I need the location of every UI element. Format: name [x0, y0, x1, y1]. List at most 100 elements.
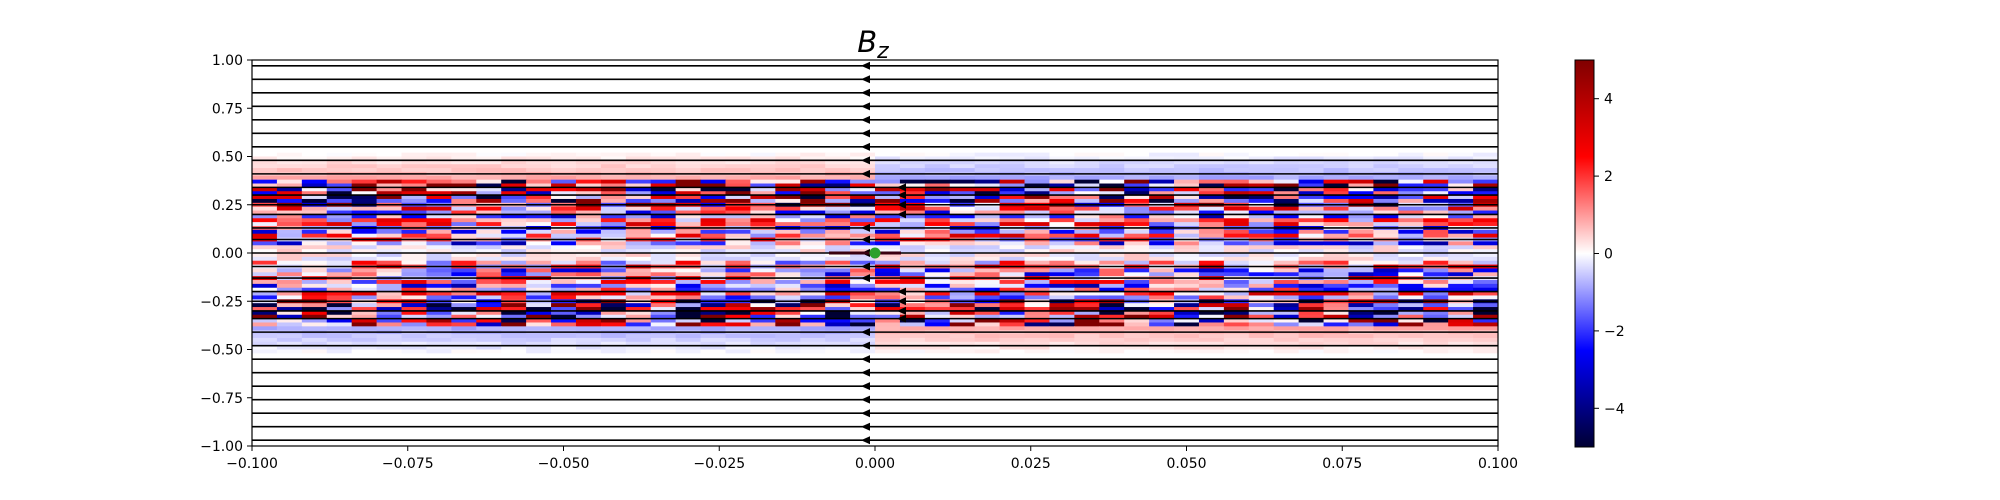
heatmap-cell	[401, 430, 428, 436]
heatmap-cell	[501, 249, 527, 254]
heatmap-cell	[526, 430, 552, 436]
heatmap-cell	[1323, 110, 1350, 115]
heatmap-cell	[451, 133, 477, 138]
heatmap-cell	[1074, 361, 1100, 366]
heatmap-cell	[1099, 388, 1125, 393]
heatmap-cell	[426, 318, 452, 324]
heatmap-cell	[974, 129, 1001, 134]
heatmap-cell	[1198, 183, 1225, 188]
heatmap-cell	[1473, 133, 1498, 138]
heatmap-cell	[875, 183, 901, 188]
heatmap-cell	[725, 148, 751, 154]
heatmap-cell	[451, 191, 477, 196]
heatmap-cell	[924, 137, 951, 142]
heatmap-cell	[575, 349, 602, 354]
heatmap-cell	[301, 121, 328, 127]
heatmap-cell	[1049, 75, 1075, 80]
heatmap-cell	[1223, 430, 1250, 436]
heatmap-cell	[575, 341, 602, 347]
heatmap-cell	[1248, 426, 1275, 432]
heatmap-cell	[252, 214, 278, 219]
heatmap-cell	[775, 94, 801, 100]
heatmap-cell	[575, 291, 602, 297]
heatmap-cell	[625, 229, 652, 235]
heatmap-cell	[1473, 418, 1498, 424]
heatmap-cell	[1074, 364, 1100, 370]
heatmap-cell	[825, 295, 851, 300]
heatmap-cell	[1423, 256, 1449, 262]
heatmap-cell	[252, 337, 278, 343]
heatmap-cell	[301, 272, 328, 277]
heatmap-cell	[974, 399, 1001, 405]
heatmap-cell	[476, 75, 502, 80]
heatmap-cell	[1198, 314, 1225, 320]
heatmap-cell	[401, 175, 428, 181]
heatmap-cell	[1448, 376, 1474, 381]
heatmap-cell	[625, 183, 652, 188]
heatmap-cell	[1298, 102, 1325, 107]
heatmap-cell	[700, 380, 727, 385]
heatmap-cell	[526, 272, 552, 277]
heatmap-cell	[675, 376, 702, 381]
heatmap-cell	[1223, 141, 1250, 146]
heatmap-cell	[825, 318, 851, 324]
heatmap-cell	[1323, 241, 1350, 246]
heatmap-cell	[1323, 156, 1350, 161]
heatmap-cell	[276, 295, 303, 300]
heatmap-cell	[1074, 307, 1100, 312]
heatmap-cell	[875, 168, 901, 173]
heatmap-cell	[675, 283, 702, 289]
heatmap-cell	[949, 272, 976, 277]
heatmap-cell	[1149, 376, 1175, 381]
heatmap-cell	[326, 191, 353, 196]
heatmap-cell	[850, 403, 876, 408]
heatmap-cell	[700, 326, 727, 331]
heatmap-cell	[924, 368, 951, 374]
heatmap-cell	[376, 287, 403, 293]
heatmap-cell	[750, 160, 776, 165]
heatmap-cell	[1074, 175, 1100, 181]
heatmap-cell	[252, 388, 278, 393]
heatmap-cell	[700, 110, 727, 115]
heatmap-cell	[1298, 418, 1325, 424]
heatmap-cell	[850, 256, 876, 262]
heatmap-cell	[775, 337, 801, 343]
heatmap-cell	[1099, 67, 1125, 73]
heatmap-cell	[800, 133, 826, 138]
heatmap-cell	[924, 380, 951, 385]
heatmap-cell	[501, 368, 527, 374]
heatmap-cell	[1024, 245, 1051, 250]
heatmap-cell	[825, 291, 851, 297]
heatmap-cell	[825, 187, 851, 192]
heatmap-cell	[1473, 229, 1498, 235]
heatmap-cell	[999, 307, 1026, 312]
heatmap-cell	[501, 222, 527, 227]
heatmap-cell	[301, 314, 328, 320]
heatmap-cell	[850, 287, 876, 293]
heatmap-cell	[1049, 156, 1075, 161]
heatmap-cell	[526, 361, 552, 366]
heatmap-cell	[1373, 183, 1399, 188]
heatmap-cell	[800, 314, 826, 320]
heatmap-cell	[725, 260, 751, 266]
heatmap-cell	[1248, 326, 1275, 331]
heatmap-cell	[650, 407, 677, 412]
heatmap-cell	[625, 403, 652, 408]
heatmap-cell	[949, 395, 976, 401]
heatmap-cell	[501, 218, 527, 223]
heatmap-cell	[1348, 372, 1374, 378]
heatmap-cell	[1248, 291, 1275, 297]
heatmap-cell	[850, 152, 876, 158]
heatmap-cell	[999, 106, 1026, 111]
heatmap-cell	[526, 83, 552, 88]
heatmap-cell	[949, 318, 976, 324]
heatmap-cell	[1223, 233, 1250, 239]
heatmap-cell	[924, 187, 951, 192]
heatmap-cell	[551, 268, 577, 273]
heatmap-cell	[775, 399, 801, 405]
heatmap-cell	[276, 121, 303, 127]
heatmap-cell	[1373, 434, 1399, 439]
heatmap-cell	[1124, 415, 1150, 420]
heatmap-cell	[1049, 129, 1075, 134]
heatmap-cell	[949, 168, 976, 173]
